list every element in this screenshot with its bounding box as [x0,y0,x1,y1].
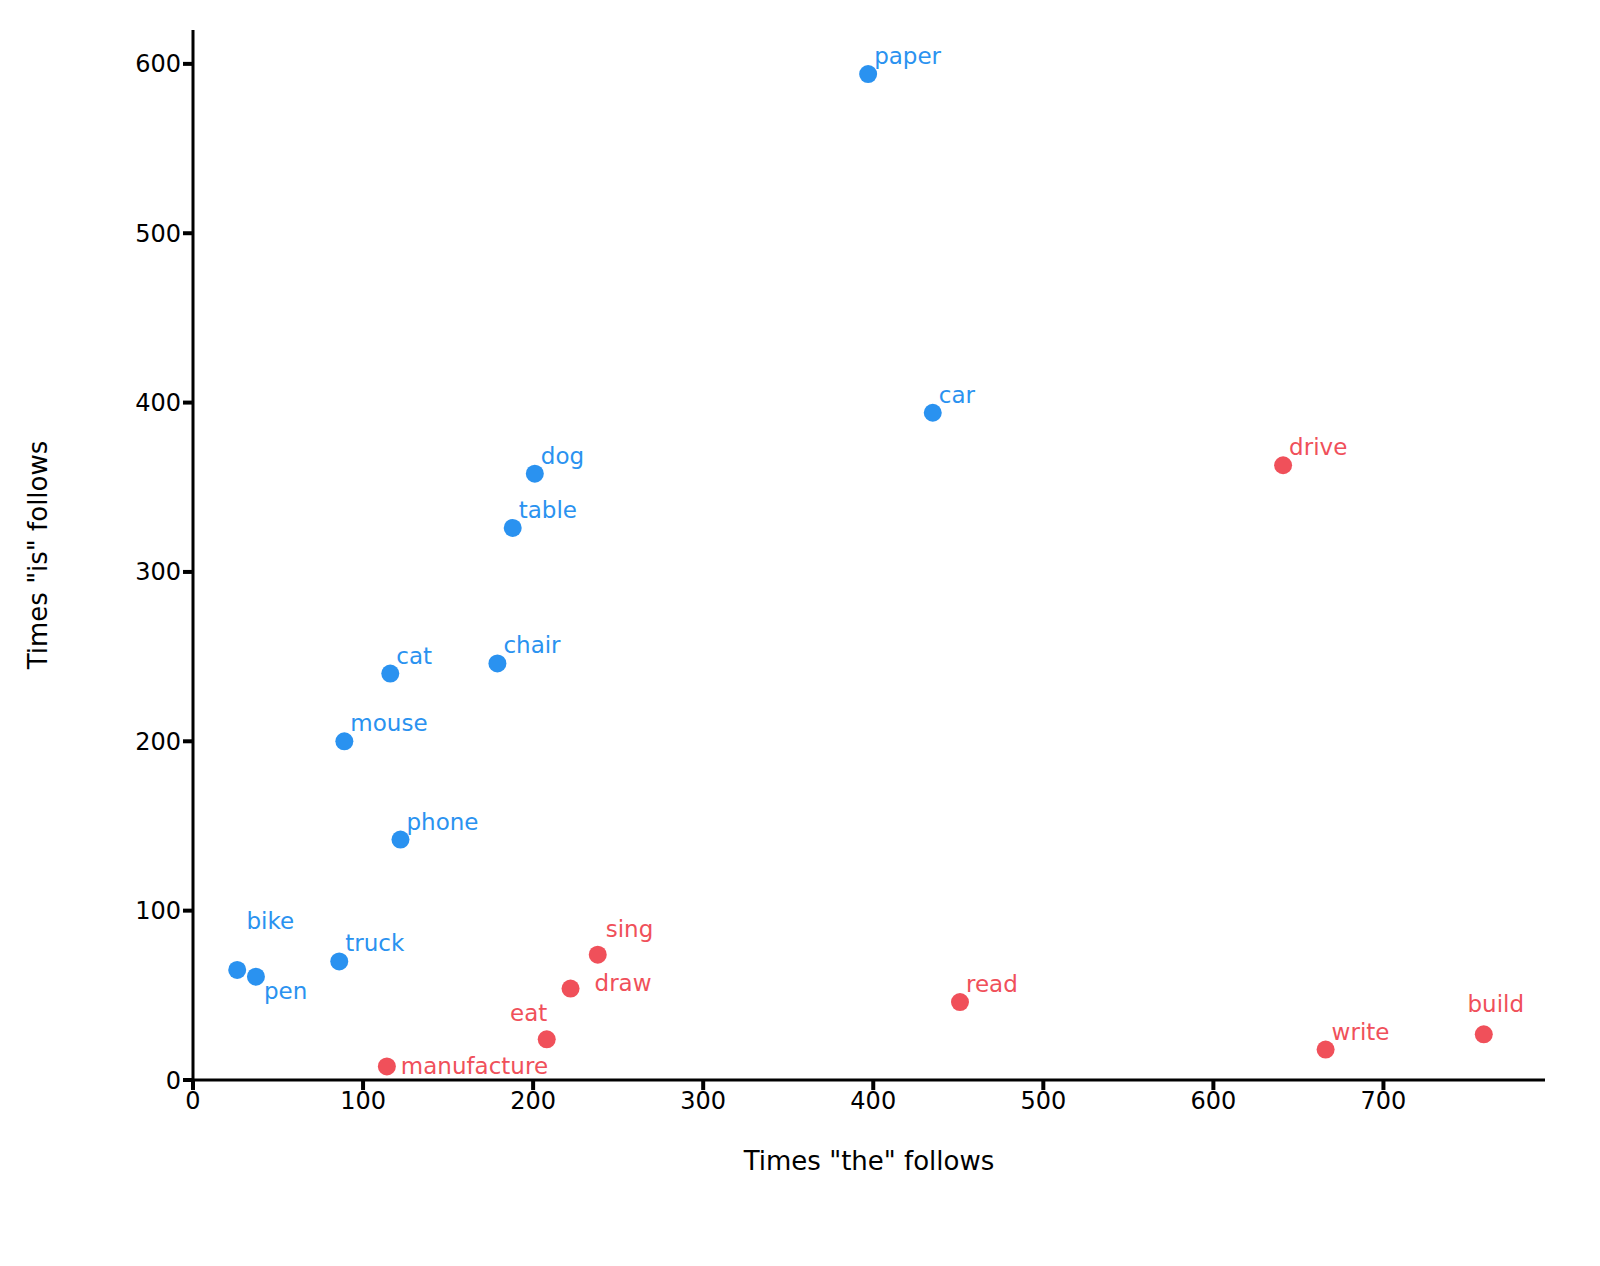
svg-text:read: read [966,971,1018,997]
svg-text:draw: draw [595,970,652,996]
svg-text:400: 400 [850,1087,896,1115]
svg-text:300: 300 [680,1087,726,1115]
svg-text:200: 200 [510,1087,556,1115]
svg-text:phone: phone [406,809,478,835]
svg-text:dog: dog [541,443,584,469]
svg-text:pen: pen [264,978,307,1004]
svg-text:600: 600 [1190,1087,1236,1115]
svg-text:table: table [519,497,577,523]
svg-text:sing: sing [606,916,654,942]
svg-text:eat: eat [510,1000,547,1026]
svg-text:car: car [939,382,976,408]
svg-text:truck: truck [345,930,405,956]
svg-text:bike: bike [246,908,294,934]
svg-text:0: 0 [185,1087,200,1115]
svg-text:build: build [1467,991,1524,1017]
svg-text:mouse: mouse [350,710,427,736]
svg-text:200: 200 [135,728,181,756]
svg-text:100: 100 [135,897,181,925]
svg-text:paper: paper [874,43,941,69]
svg-text:chair: chair [503,632,561,658]
svg-text:600: 600 [135,50,181,78]
svg-text:400: 400 [135,389,181,417]
svg-text:700: 700 [1361,1087,1407,1115]
svg-text:100: 100 [340,1087,386,1115]
svg-text:0: 0 [166,1067,181,1095]
svg-text:drive: drive [1289,434,1347,460]
svg-text:Times "the" follows: Times "the" follows [743,1146,995,1176]
svg-text:cat: cat [396,643,432,669]
svg-text:manufacture: manufacture [401,1053,548,1079]
svg-text:500: 500 [1020,1087,1066,1115]
svg-text:Times "is" follows: Times "is" follows [23,441,53,671]
svg-text:300: 300 [135,558,181,586]
svg-text:write: write [1332,1019,1390,1045]
svg-text:500: 500 [135,220,181,248]
